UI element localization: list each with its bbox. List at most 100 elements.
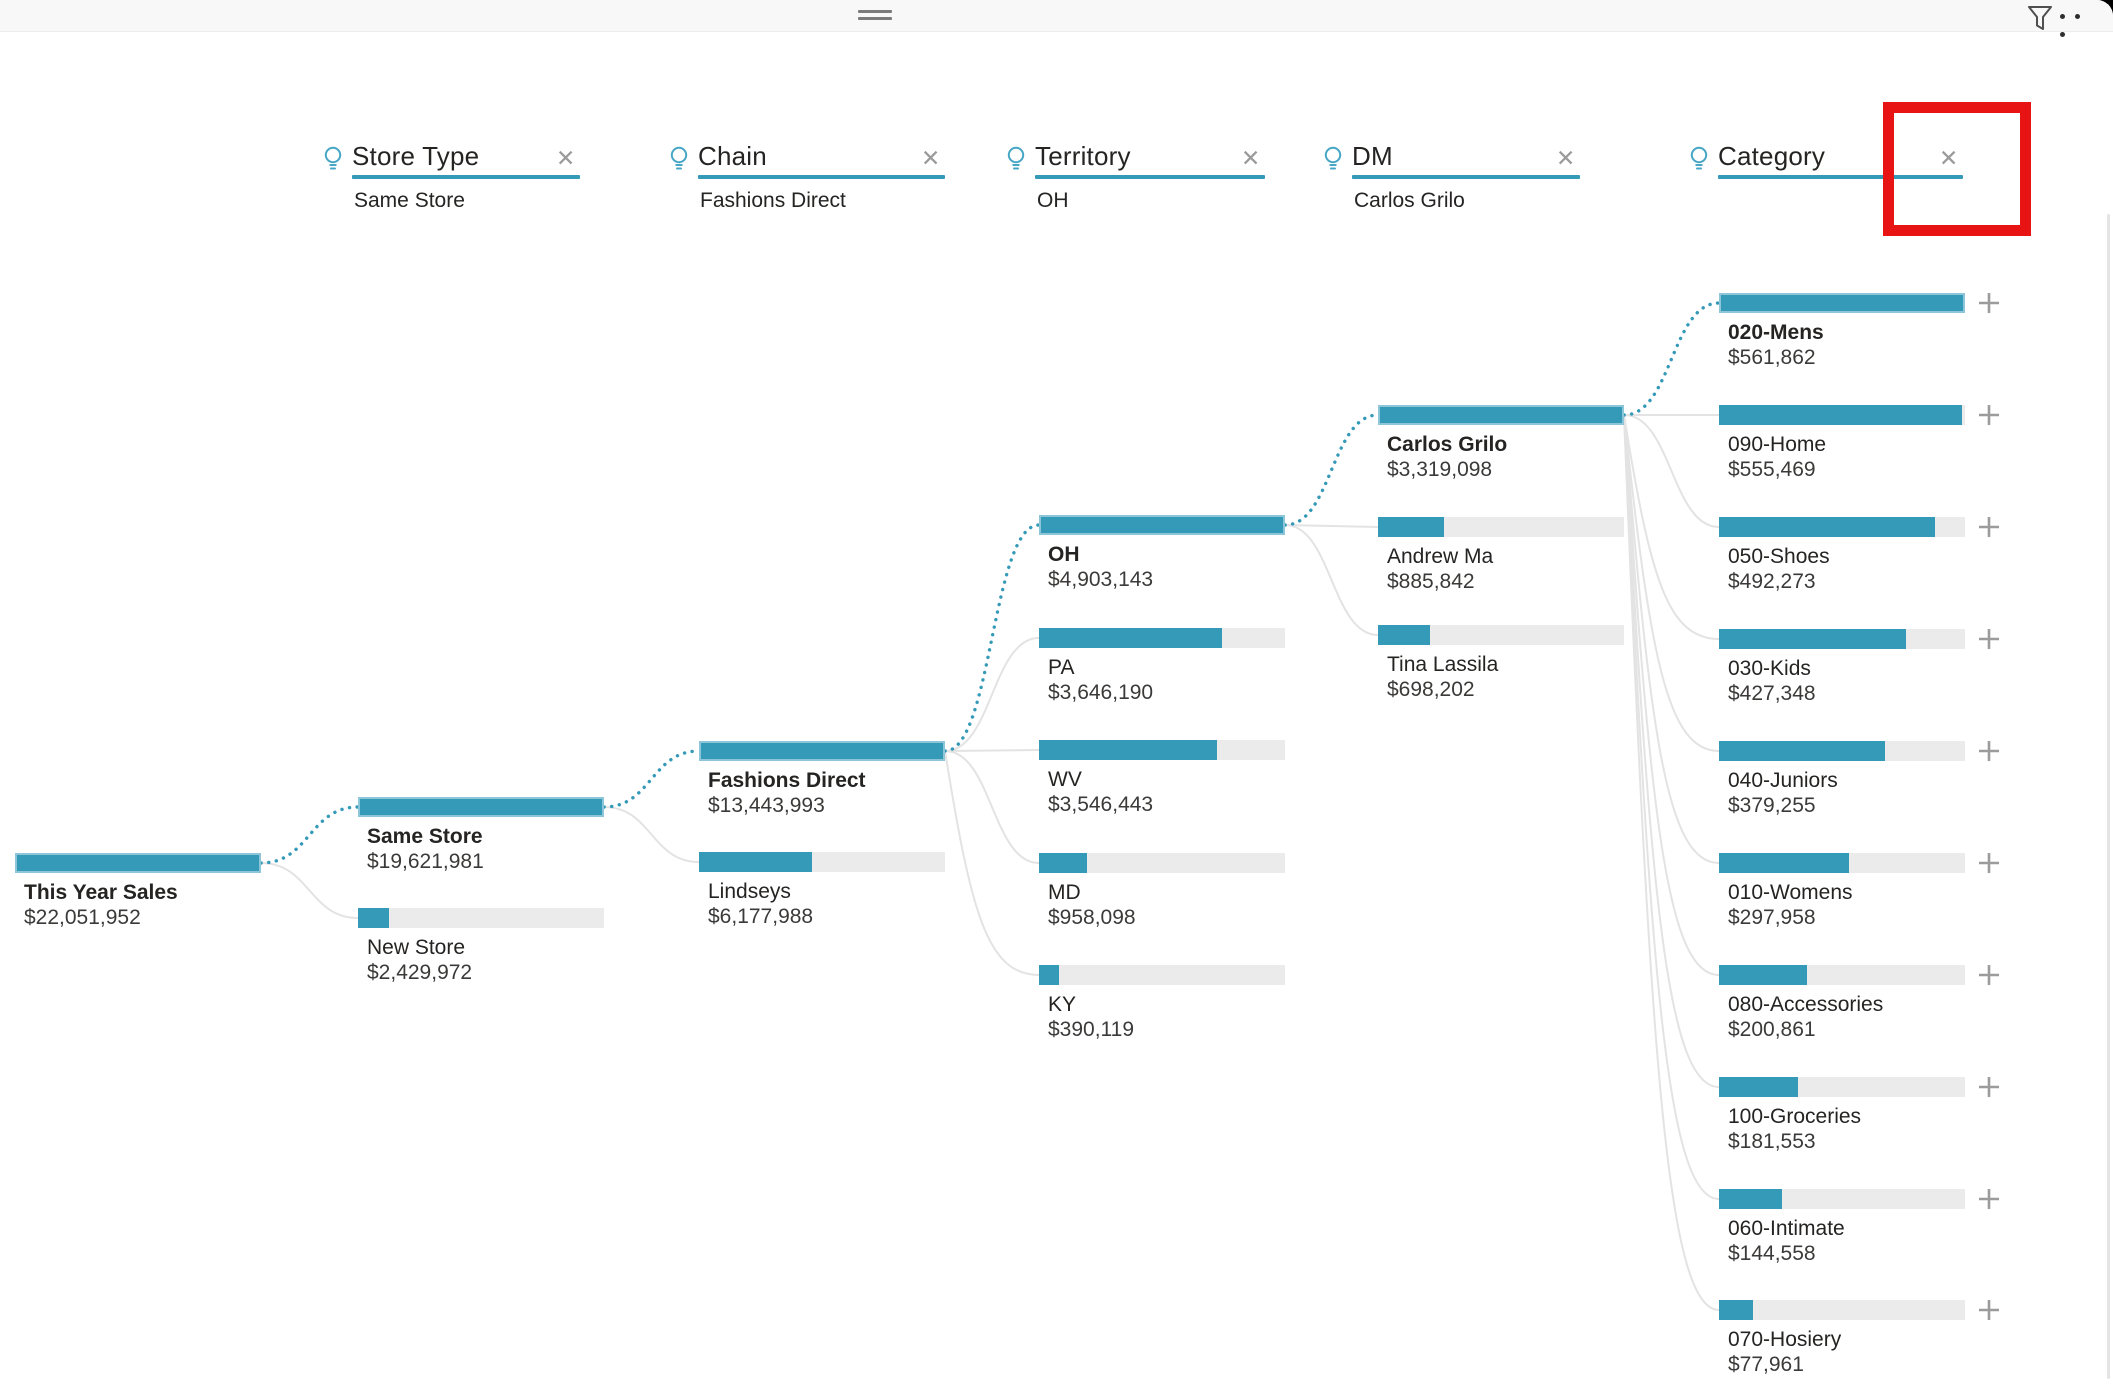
- node-bar-fill: [1719, 853, 1849, 873]
- breadcrumb-level-label[interactable]: Store Type: [352, 141, 480, 171]
- node-value-ky: $390,119: [1048, 1018, 1135, 1041]
- node-label-lindseys: Lindseys: [708, 880, 791, 903]
- node-bar-fashions-direct[interactable]: [699, 741, 945, 761]
- node-bar-cat-080-accessories[interactable]: [1719, 965, 1965, 985]
- bulb-icon[interactable]: [322, 145, 344, 173]
- node-value-cat-060-intimate: $144,558: [1728, 1242, 1816, 1265]
- node-label-cat-070-hosiery: 070-Hosiery: [1728, 1328, 1842, 1351]
- node-label-cat-050-shoes: 050-Shoes: [1728, 545, 1830, 568]
- expand-plus-icon[interactable]: [1977, 291, 2001, 315]
- breadcrumb-level-label[interactable]: Category: [1718, 141, 1826, 171]
- node-label-new-store: New Store: [367, 936, 466, 959]
- node-label-cat-060-intimate: 060-Intimate: [1728, 1217, 1845, 1240]
- node-value-cat-030-kids: $427,348: [1728, 682, 1816, 705]
- expand-plus-icon[interactable]: [1977, 1075, 2001, 1099]
- node-bar-cat-090-home[interactable]: [1719, 405, 1965, 425]
- node-value-wv: $3,546,443: [1048, 793, 1154, 816]
- node-bar-fill: [1719, 629, 1906, 649]
- node-bar-fill: [1378, 405, 1624, 425]
- node-value-andrew-ma: $885,842: [1387, 570, 1475, 593]
- breadcrumb-close-icon[interactable]: ✕: [1556, 145, 1576, 171]
- node-value-lindseys: $6,177,988: [708, 905, 814, 928]
- node-bar-fill: [1039, 628, 1222, 648]
- node-label-cat-030-kids: 030-Kids: [1728, 657, 1811, 680]
- node-bar-cat-030-kids[interactable]: [1719, 629, 1965, 649]
- breadcrumb-underline: [698, 175, 945, 179]
- node-bar-fill: [1039, 853, 1087, 873]
- expand-plus-icon[interactable]: [1977, 739, 2001, 763]
- node-value-fashions-direct: $13,443,993: [708, 794, 825, 817]
- node-label-fashions-direct: Fashions Direct: [708, 769, 866, 792]
- node-bar-fill: [1378, 625, 1430, 645]
- breadcrumb-close-icon[interactable]: ✕: [556, 145, 576, 171]
- node-bar-fill: [1719, 741, 1885, 761]
- expand-plus-icon[interactable]: [1977, 403, 2001, 427]
- node-bar-fill: [15, 853, 261, 873]
- bulb-icon[interactable]: [668, 145, 690, 173]
- node-value-cat-080-accessories: $200,861: [1728, 1018, 1816, 1041]
- node-bar-lindseys[interactable]: [699, 852, 945, 872]
- expand-plus-icon[interactable]: [1977, 627, 2001, 651]
- node-bar-andrew-ma[interactable]: [1378, 517, 1624, 537]
- node-value-tina-lassila: $698,202: [1387, 678, 1475, 701]
- node-bar-new-store[interactable]: [358, 908, 604, 928]
- node-bar-fill: [699, 741, 945, 761]
- node-label-ky: KY: [1048, 993, 1077, 1016]
- node-label-oh: OH: [1048, 543, 1080, 566]
- node-bar-fill: [1719, 517, 1935, 537]
- bulb-icon[interactable]: [1005, 145, 1027, 173]
- node-bar-ky[interactable]: [1039, 965, 1285, 985]
- breadcrumb-close-icon[interactable]: ✕: [1241, 145, 1261, 171]
- breadcrumb-close-icon[interactable]: ✕: [921, 145, 941, 171]
- expand-plus-icon[interactable]: [1977, 1187, 2001, 1211]
- node-value-root: $22,051,952: [24, 906, 141, 929]
- drag-handle-icon[interactable]: [858, 10, 894, 24]
- node-value-pa: $3,646,190: [1048, 681, 1154, 704]
- bulb-icon[interactable]: [1688, 145, 1710, 173]
- node-value-carlos-grilo: $3,319,098: [1387, 458, 1493, 481]
- breadcrumb-level-label[interactable]: DM: [1352, 141, 1393, 171]
- expand-plus-icon[interactable]: [1977, 963, 2001, 987]
- node-bar-cat-060-intimate[interactable]: [1719, 1189, 1965, 1209]
- expand-plus-icon[interactable]: [1977, 851, 2001, 875]
- node-bar-cat-020-mens[interactable]: [1719, 293, 1965, 313]
- breadcrumb-underline: [352, 175, 580, 179]
- node-bar-md[interactable]: [1039, 853, 1285, 873]
- node-bar-tina-lassila[interactable]: [1378, 625, 1624, 645]
- breadcrumb-close-icon[interactable]: ✕: [1939, 145, 1959, 171]
- breadcrumb-selected-value: Same Store: [354, 189, 465, 212]
- node-bar-cat-050-shoes[interactable]: [1719, 517, 1965, 537]
- highlight-annotation-box: [1883, 102, 2031, 236]
- expand-plus-icon[interactable]: [1977, 1298, 2001, 1322]
- node-bar-wv[interactable]: [1039, 740, 1285, 760]
- node-value-cat-100-groceries: $181,553: [1728, 1130, 1816, 1153]
- node-bar-fill: [1039, 515, 1285, 535]
- node-bar-cat-070-hosiery[interactable]: [1719, 1300, 1965, 1320]
- node-bar-oh[interactable]: [1039, 515, 1285, 535]
- node-value-cat-090-home: $555,469: [1728, 458, 1816, 481]
- node-bar-fill: [1719, 1077, 1798, 1097]
- node-bar-cat-100-groceries[interactable]: [1719, 1077, 1965, 1097]
- node-bar-root[interactable]: [15, 853, 261, 873]
- node-bar-same-store[interactable]: [358, 797, 604, 817]
- bulb-icon[interactable]: [1322, 145, 1344, 173]
- node-bar-cat-040-juniors[interactable]: [1719, 741, 1965, 761]
- expand-plus-icon[interactable]: [1977, 515, 2001, 539]
- node-bar-fill: [1039, 740, 1217, 760]
- breadcrumb-level-label[interactable]: Territory: [1035, 141, 1131, 171]
- node-bar-fill: [358, 908, 389, 928]
- node-value-cat-070-hosiery: $77,961: [1728, 1353, 1804, 1376]
- breadcrumb-level-label[interactable]: Chain: [698, 141, 767, 171]
- node-label-cat-020-mens: 020-Mens: [1728, 321, 1824, 344]
- node-bar-fill: [1719, 293, 1965, 313]
- node-value-oh: $4,903,143: [1048, 568, 1154, 591]
- node-label-wv: WV: [1048, 768, 1082, 791]
- more-options-icon[interactable]: [2060, 14, 2104, 37]
- filter-icon[interactable]: [2026, 4, 2054, 32]
- node-label-carlos-grilo: Carlos Grilo: [1387, 433, 1508, 456]
- node-label-cat-090-home: 090-Home: [1728, 433, 1827, 456]
- node-bar-pa[interactable]: [1039, 628, 1285, 648]
- node-bar-cat-010-womens[interactable]: [1719, 853, 1965, 873]
- node-bar-carlos-grilo[interactable]: [1378, 405, 1624, 425]
